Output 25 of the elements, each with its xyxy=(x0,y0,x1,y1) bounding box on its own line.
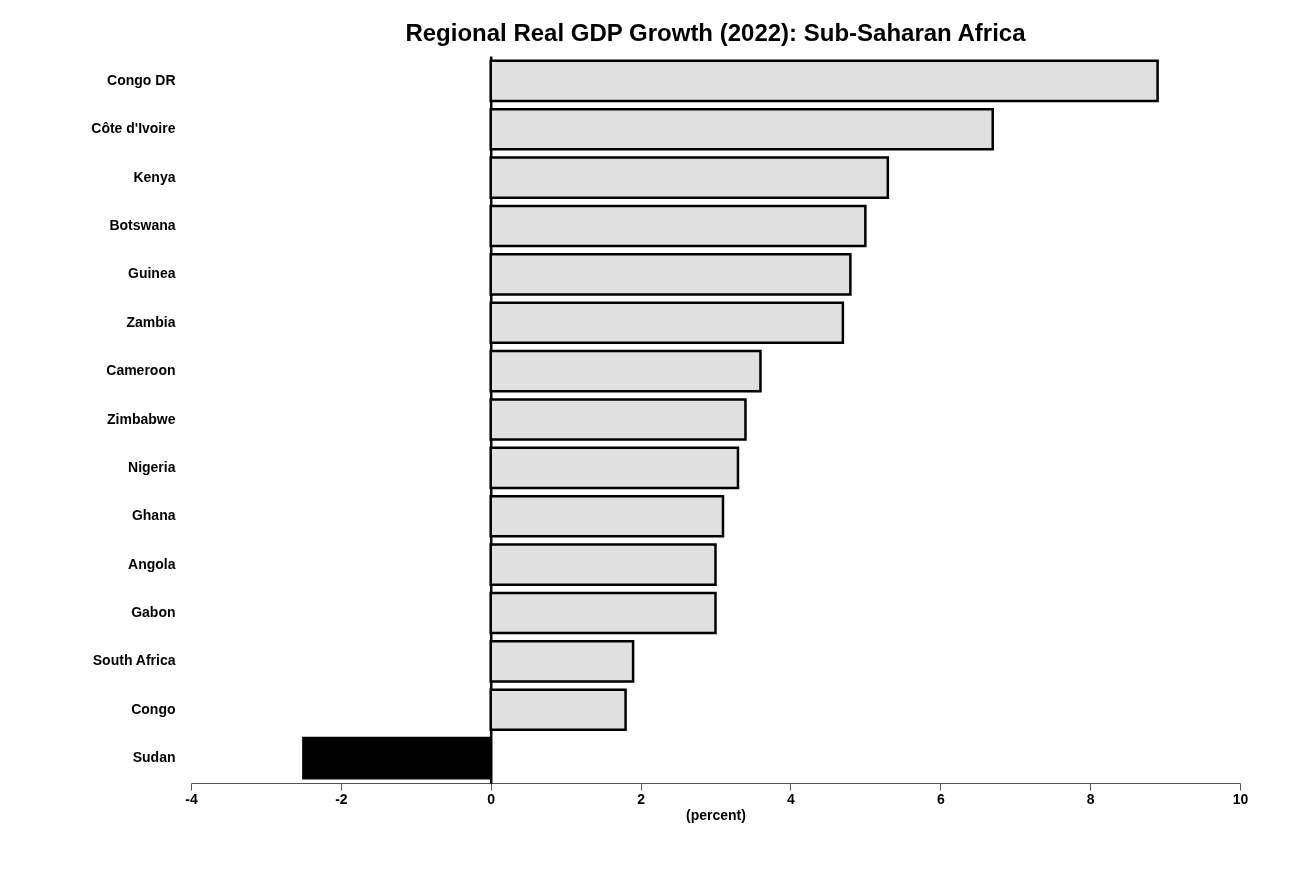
y-tick-label: South Africa xyxy=(92,652,176,669)
x-tick-label: 0 xyxy=(487,790,496,807)
x-axis-title: (percent) xyxy=(686,806,746,823)
x-tick-label: 10 xyxy=(1232,790,1249,807)
y-tick-label: Gabon xyxy=(131,603,176,620)
x-tick-label: -2 xyxy=(335,790,348,807)
y-tick-label: Kenya xyxy=(133,168,176,185)
chart-title: Regional Real GDP Growth (2022): Sub-Saharan Africa xyxy=(405,19,1027,46)
y-tick-label: Zambia xyxy=(126,313,176,330)
y-tick-label: Zimbabwe xyxy=(107,410,176,427)
x-tick-label: 2 xyxy=(637,790,646,807)
x-tick-label: 8 xyxy=(1086,790,1095,807)
y-tick-label: Botswana xyxy=(109,217,176,234)
x-tick-label: -4 xyxy=(185,790,198,807)
y-tick-label: Sudan xyxy=(132,749,176,766)
y-tick-label: Cameroon xyxy=(106,362,176,379)
y-tick-label: Nigeria xyxy=(128,458,176,475)
y-tick-label: Guinea xyxy=(128,265,176,282)
y-tick-label: Côte d'Ivoire xyxy=(91,120,176,137)
x-tick-label: 6 xyxy=(936,790,945,807)
y-tick-label: Congo xyxy=(131,700,176,717)
y-tick-label: Congo DR xyxy=(107,71,176,88)
y-tick-label: Ghana xyxy=(131,507,176,524)
y-tick-label: Angola xyxy=(128,555,176,572)
x-tick-label: 4 xyxy=(787,790,796,807)
